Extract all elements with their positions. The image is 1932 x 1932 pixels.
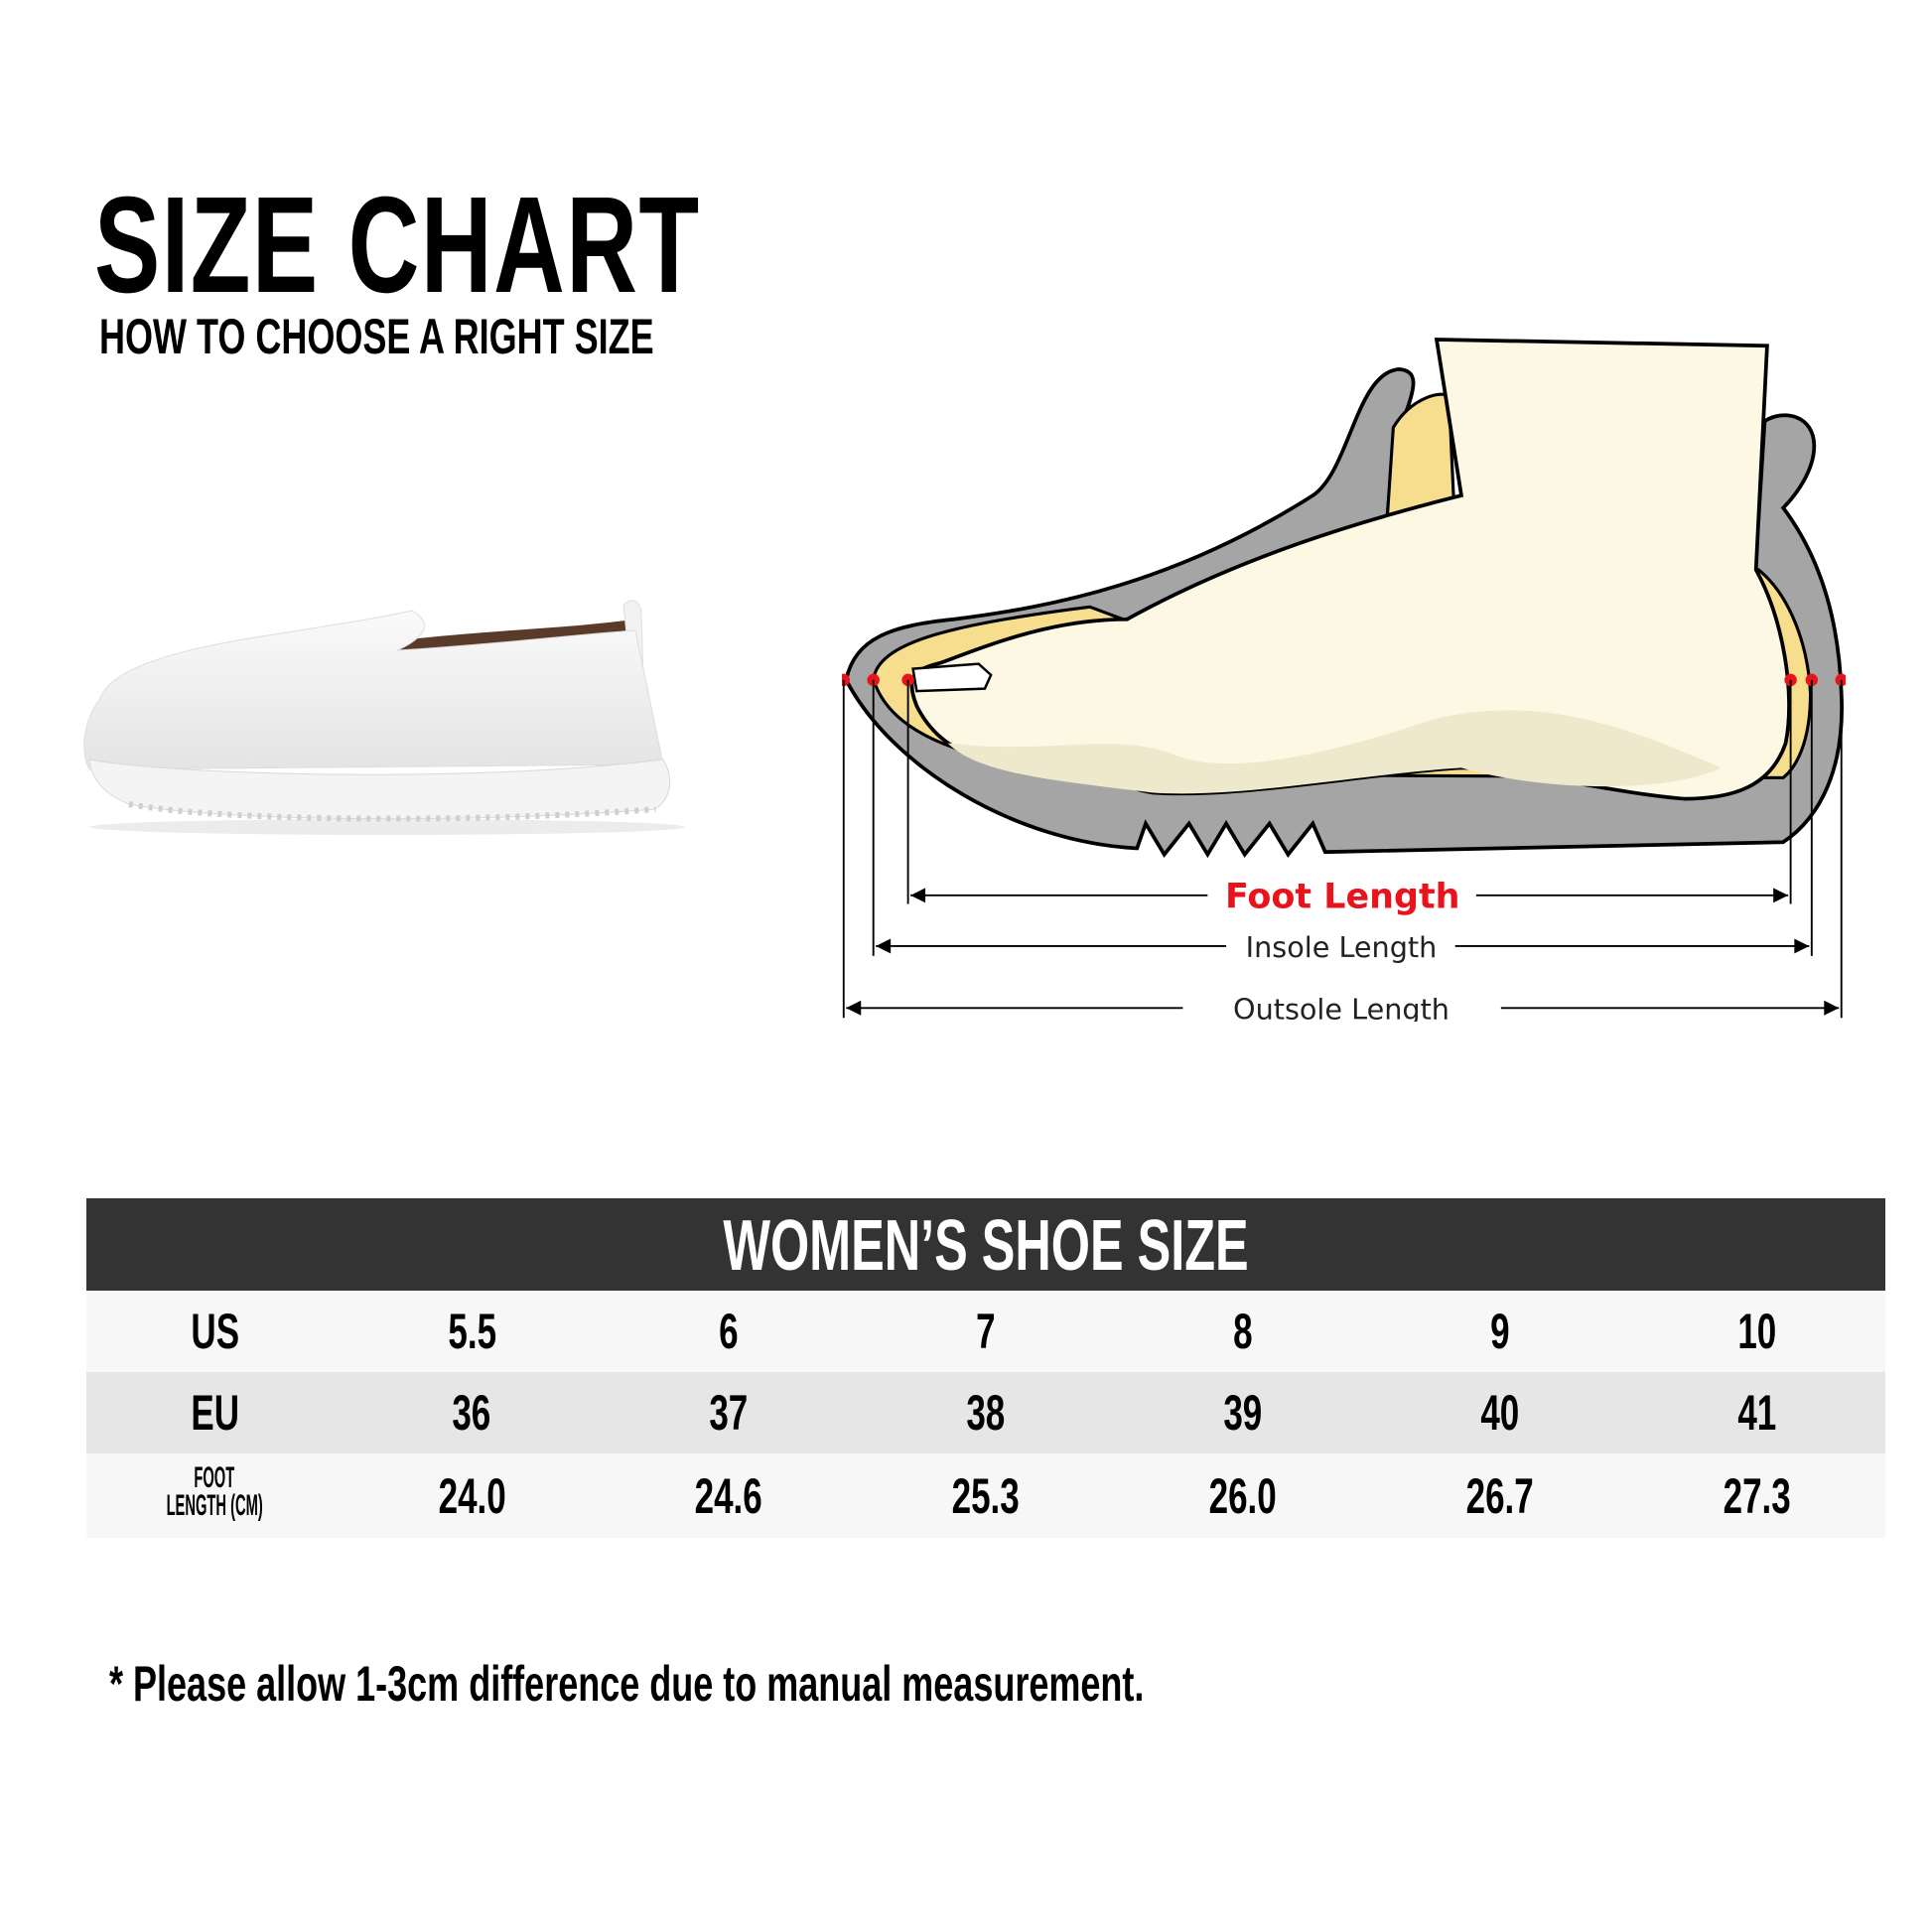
table-cell: 26.0 [1208, 1467, 1277, 1524]
table-cell: 36 [452, 1385, 491, 1441]
table-cell: 5.5 [447, 1304, 496, 1359]
table-cell: 39 [1223, 1385, 1263, 1441]
table-cell: 7 [976, 1304, 996, 1359]
table-row-eu: EU 36 37 38 39 40 41 [86, 1372, 1885, 1453]
size-table: WOMEN’S SHOE SIZE US 5.5 6 7 8 9 10 EU 3… [86, 1198, 1885, 1538]
shoe-product-image [83, 600, 685, 835]
row-label-line1: FOOT [195, 1461, 235, 1494]
table-cell: 9 [1489, 1304, 1510, 1359]
toenail [911, 662, 993, 693]
table-cell: 10 [1737, 1304, 1777, 1359]
row-label: US [191, 1304, 239, 1359]
foot-shape [909, 338, 1791, 801]
table-cell: 37 [709, 1385, 749, 1441]
page-title: SIZE CHART [94, 169, 701, 322]
table-row-us: US 5.5 6 7 8 9 10 [86, 1291, 1885, 1372]
table-cell: 24.6 [695, 1467, 763, 1524]
table-cell: 25.3 [951, 1467, 1021, 1524]
size-table-header: WOMEN’S SHOE SIZE [86, 1198, 1885, 1291]
foot-measurement-diagram: Foot Length Insole Length Outsole Length [842, 338, 1846, 1022]
table-cell: 8 [1233, 1304, 1253, 1359]
row-label: FOOT LENGTH (CM) [146, 1461, 284, 1522]
page-subtitle: HOW TO CHOOSE A RIGHT SIZE [99, 309, 654, 364]
table-cell: 27.3 [1723, 1467, 1791, 1524]
table-cell: 24.0 [438, 1467, 506, 1524]
row-label: EU [191, 1385, 239, 1441]
size-table-title: WOMEN’S SHOE SIZE [723, 1206, 1249, 1286]
foot-length-label: Foot Length [1225, 877, 1460, 916]
table-row-foot-length: FOOT LENGTH (CM) 24.0 24.6 25.3 26.0 26.7… [86, 1453, 1885, 1538]
table-cell: 41 [1737, 1385, 1777, 1441]
table-cell: 38 [966, 1385, 1006, 1441]
measurement-note: * Please allow 1-3cm difference due to m… [109, 1656, 1145, 1712]
table-cell: 26.7 [1465, 1467, 1534, 1524]
table-cell: 40 [1480, 1385, 1520, 1441]
row-label-line2: LENGTH (CM) [166, 1489, 264, 1522]
outsole-length-label: Outsole Length [1233, 993, 1449, 1022]
table-cell: 6 [719, 1304, 739, 1359]
insole-length-label: Insole Length [1246, 930, 1438, 964]
